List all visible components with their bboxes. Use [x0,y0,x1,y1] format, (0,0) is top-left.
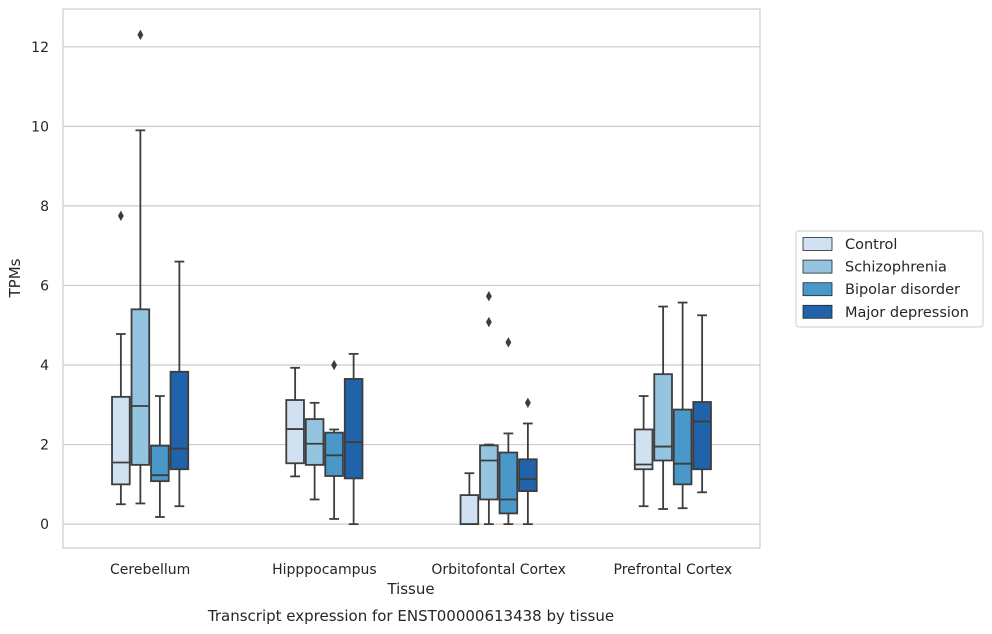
box-iqr [324,431,344,477]
legend-frame [795,230,984,328]
box-group [498,337,519,526]
box-iqr [285,399,305,465]
x-tick-label: Prefrontal Cortex [614,562,733,578]
y-tick-label: 10 [31,119,49,135]
outlier-point [137,29,144,41]
x-tick-labels: Cerebellum Hipppocampus Orbitofontal Corte… [110,562,732,578]
box-iqr [304,418,325,466]
outlier-point [524,397,531,409]
box-group [692,314,712,494]
outlier-point [485,291,492,302]
box-iqr [459,494,480,526]
box-iqr [343,378,364,480]
legend: Control Schizophrenia Bipolar disorder Majo… [795,230,984,328]
box-group [672,301,693,510]
box-group [111,210,131,506]
y-tick-label: 0 [40,517,49,533]
legend-swatch [802,259,833,274]
x-axis-label: Tissue [386,580,434,598]
y-tick-label: 6 [40,278,49,294]
box-iqr [518,458,538,493]
box-group [479,291,499,526]
box-iqr [111,395,131,486]
outlier-point [505,337,512,348]
box-group [150,395,170,518]
box-group [169,260,190,508]
outlier-point [331,359,338,371]
box-group [459,472,480,526]
box-group [343,352,364,526]
box-iqr [479,444,499,501]
legend-swatch [802,237,833,251]
box-group [518,397,538,526]
y-tick-label: 2 [40,438,49,454]
y-tick-label: 12 [31,40,49,56]
legend-label: Major depression [845,305,969,321]
x-tick-label: Cerebellum [110,562,190,578]
box-iqr [633,428,654,471]
box-group [285,366,305,478]
legend-swatch [802,282,833,297]
legend-label: Schizophrenia [845,260,947,276]
y-axis-label: TPMs [6,258,24,298]
box-iqr [672,408,693,486]
box-group [653,305,673,510]
chart-title: Transcript expression for ENST0000061343… [207,607,614,625]
y-tick-label: 4 [40,358,49,374]
box-group [324,359,344,520]
y-tick-labels: 0 2 4 6 8 10 12 [31,40,49,533]
box-group [633,395,654,508]
box-iqr [130,308,151,466]
boxes [111,29,712,526]
x-tick-label: Orbitofontal Cortex [431,562,566,578]
legend-swatch [802,304,833,319]
box-iqr [692,401,712,471]
box-iqr [150,444,170,483]
legend-label: Bipolar disorder [845,282,960,298]
x-tick-label: Hipppocampus [272,562,377,578]
legend-label: Control [845,237,897,253]
box-group [130,29,151,505]
box-iqr [498,451,519,515]
y-tick-label: 8 [40,199,49,215]
outlier-point [485,316,492,328]
box-iqr [169,370,190,471]
box-group [304,401,325,501]
box-iqr [653,373,673,462]
outlier-point [117,210,124,222]
